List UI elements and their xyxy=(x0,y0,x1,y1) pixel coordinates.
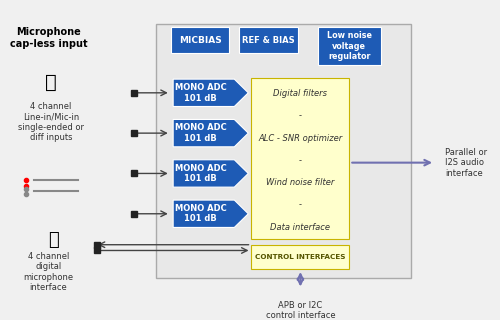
Text: MONO ADC
101 dB: MONO ADC 101 dB xyxy=(175,83,227,102)
Text: MICBIAS: MICBIAS xyxy=(178,36,222,45)
Text: APB or I2C
control interface: APB or I2C control interface xyxy=(266,301,335,320)
Text: 🎤: 🎤 xyxy=(45,73,56,92)
Polygon shape xyxy=(173,160,248,187)
FancyBboxPatch shape xyxy=(318,27,381,65)
Polygon shape xyxy=(173,200,248,228)
Text: Microphone
cap-less input: Microphone cap-less input xyxy=(10,27,87,49)
Text: Wind noise filter: Wind noise filter xyxy=(266,178,334,187)
Text: Digital filters: Digital filters xyxy=(274,89,328,98)
Text: MONO ADC
101 dB: MONO ADC 101 dB xyxy=(175,204,227,223)
Text: 🎤: 🎤 xyxy=(48,231,58,249)
Text: CONTROL INTERFACES: CONTROL INTERFACES xyxy=(255,254,346,260)
Text: 4 channel
digital
microphone
interface: 4 channel digital microphone interface xyxy=(24,252,74,292)
Text: Data interface: Data interface xyxy=(270,223,330,232)
Text: REF & BIAS: REF & BIAS xyxy=(242,36,295,45)
Text: -: - xyxy=(299,201,302,210)
Text: 4 channel
Line-in/Mic-in
single-ended or
diff inputs: 4 channel Line-in/Mic-in single-ended or… xyxy=(18,102,84,142)
FancyBboxPatch shape xyxy=(239,27,298,53)
Text: Low noise
voltage
regulator: Low noise voltage regulator xyxy=(327,31,372,61)
Polygon shape xyxy=(173,119,248,147)
Text: -: - xyxy=(299,111,302,120)
Text: ALC - SNR optimizer: ALC - SNR optimizer xyxy=(258,134,342,143)
Text: MONO ADC
101 dB: MONO ADC 101 dB xyxy=(175,124,227,143)
FancyBboxPatch shape xyxy=(252,245,350,269)
Text: MONO ADC
101 dB: MONO ADC 101 dB xyxy=(175,164,227,183)
FancyBboxPatch shape xyxy=(170,27,230,53)
Text: Parallel or
I2S audio
interface: Parallel or I2S audio interface xyxy=(445,148,487,178)
Polygon shape xyxy=(173,79,248,107)
Text: -: - xyxy=(299,156,302,165)
FancyBboxPatch shape xyxy=(156,24,410,278)
FancyBboxPatch shape xyxy=(252,78,350,239)
